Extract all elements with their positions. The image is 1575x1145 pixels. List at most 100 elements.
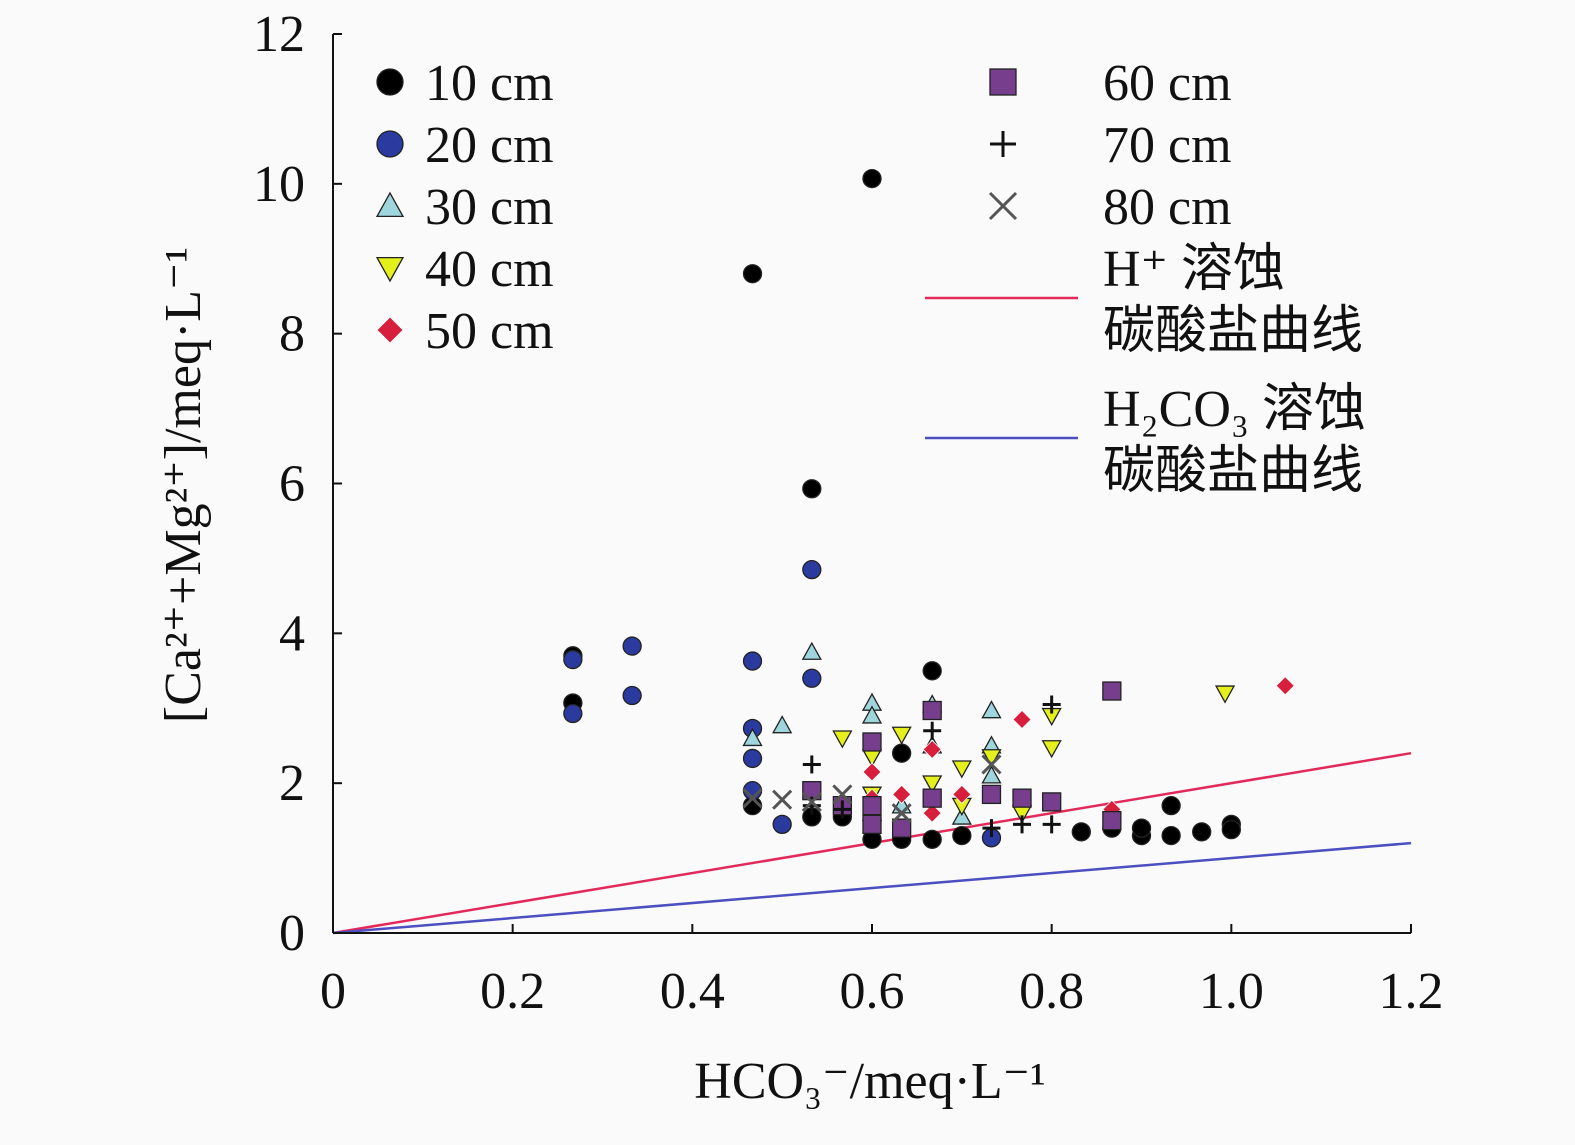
y-tick-label: 4 bbox=[279, 605, 305, 662]
point-10cm bbox=[1071, 822, 1091, 842]
legend-label: 10 cm bbox=[425, 55, 554, 112]
point-40cm bbox=[891, 726, 912, 745]
point-30cm bbox=[801, 641, 822, 660]
legend-marker-7 bbox=[988, 191, 1018, 221]
point-50cm bbox=[892, 784, 912, 804]
legend-marker-0 bbox=[376, 68, 404, 96]
point-60cm bbox=[922, 700, 942, 721]
ticks: 0 0.2 0.4 0.6 0.8 1.0 1.2 0 2 4 6 8 10 12 bbox=[253, 6, 1444, 1020]
point-80cm bbox=[742, 788, 763, 809]
legend-marker-1 bbox=[376, 130, 404, 158]
point-20cm bbox=[563, 703, 583, 724]
point-30cm bbox=[772, 715, 793, 734]
point-10cm bbox=[802, 479, 822, 499]
y-axis-label: [Ca²⁺+Mg²⁺]/meq·L⁻¹ bbox=[155, 247, 212, 723]
legend-marker-3 bbox=[375, 256, 405, 283]
x-tick-label: 0.8 bbox=[1019, 963, 1084, 1020]
point-20cm bbox=[802, 668, 822, 688]
y-tick-label: 0 bbox=[279, 905, 305, 962]
x-tick-label: 1.2 bbox=[1379, 963, 1444, 1020]
point-10cm bbox=[1161, 825, 1181, 846]
point-10cm bbox=[952, 825, 972, 846]
reference-line-1 bbox=[332, 841, 1412, 935]
point-50cm bbox=[1275, 676, 1295, 696]
y-tick-label: 8 bbox=[279, 306, 305, 363]
point-70cm bbox=[923, 721, 942, 740]
x-tick-label: 0.4 bbox=[660, 963, 725, 1020]
legend-label: 20 cm bbox=[425, 117, 554, 174]
point-70cm bbox=[982, 819, 1001, 838]
y-tick-label: 2 bbox=[279, 755, 305, 812]
data-points bbox=[563, 168, 1295, 850]
point-70cm bbox=[833, 800, 852, 819]
x-tick-label: 1.0 bbox=[1199, 963, 1264, 1020]
point-80cm bbox=[981, 754, 1002, 775]
point-50cm bbox=[1012, 709, 1032, 730]
point-80cm bbox=[801, 791, 822, 812]
point-10cm bbox=[742, 264, 763, 284]
point-40cm bbox=[1214, 685, 1236, 704]
legend-label: 50 cm bbox=[425, 303, 554, 360]
x-tick-label: 0.6 bbox=[840, 963, 905, 1020]
point-70cm bbox=[802, 755, 821, 774]
y-tick-label: 12 bbox=[253, 6, 305, 63]
point-10cm bbox=[1221, 819, 1241, 840]
point-60cm bbox=[862, 814, 882, 835]
point-70cm bbox=[1013, 815, 1032, 834]
legend-marker-6 bbox=[990, 131, 1016, 157]
point-50cm bbox=[862, 762, 882, 782]
point-50cm bbox=[922, 803, 942, 823]
legend-label: 80 cm bbox=[1103, 179, 1232, 236]
legend-marker-5 bbox=[989, 68, 1017, 96]
legend-label: 30 cm bbox=[425, 179, 554, 236]
legend-label: 70 cm bbox=[1103, 117, 1232, 174]
point-60cm bbox=[862, 732, 882, 752]
y-tick-label: 6 bbox=[279, 456, 305, 513]
point-60cm bbox=[1042, 792, 1062, 812]
point-20cm bbox=[742, 748, 763, 769]
x-tick-label: 0.2 bbox=[480, 963, 545, 1020]
point-70cm bbox=[1042, 695, 1061, 714]
point-70cm bbox=[1042, 815, 1061, 834]
point-40cm bbox=[832, 730, 853, 749]
point-10cm bbox=[922, 661, 942, 681]
x-axis-label: HCO₃⁻/meq·L⁻¹ bbox=[694, 1053, 1045, 1110]
legend-marker-2 bbox=[375, 191, 405, 218]
point-80cm bbox=[891, 803, 912, 824]
point-50cm bbox=[922, 739, 942, 760]
point-70cm bbox=[802, 796, 821, 815]
point-20cm bbox=[622, 685, 642, 706]
x-tick-label: 0 bbox=[320, 963, 346, 1020]
point-10cm bbox=[891, 743, 912, 763]
point-20cm bbox=[772, 814, 792, 835]
point-10cm bbox=[1192, 822, 1212, 842]
y-tick-label: 10 bbox=[253, 156, 305, 213]
point-30cm bbox=[981, 765, 1002, 784]
legend-line-label: 碳酸盐曲线 bbox=[1103, 443, 1363, 500]
point-60cm bbox=[922, 788, 942, 808]
point-30cm bbox=[742, 727, 763, 747]
point-60cm bbox=[891, 818, 912, 838]
point-10cm bbox=[862, 168, 882, 189]
point-40cm bbox=[922, 775, 943, 794]
point-40cm bbox=[1041, 740, 1062, 759]
point-60cm bbox=[1102, 681, 1122, 701]
point-60cm bbox=[981, 784, 1002, 805]
point-20cm bbox=[622, 636, 642, 656]
point-20cm bbox=[802, 560, 822, 580]
point-50cm bbox=[952, 784, 972, 804]
point-10cm bbox=[1161, 795, 1181, 816]
point-10cm bbox=[922, 829, 942, 850]
point-60cm bbox=[1012, 788, 1032, 808]
legend-label: 60 cm bbox=[1103, 55, 1232, 112]
legend-line-label: H⁺ 溶蚀 bbox=[1103, 241, 1285, 298]
point-60cm bbox=[862, 795, 882, 816]
legend-marker-4 bbox=[376, 316, 404, 344]
point-20cm bbox=[563, 649, 583, 670]
point-20cm bbox=[742, 651, 763, 671]
point-10cm bbox=[1131, 818, 1152, 838]
legend-line-label: H₂CO₃ 溶蚀 bbox=[1103, 381, 1366, 438]
point-60cm bbox=[1102, 810, 1122, 831]
point-80cm bbox=[772, 789, 793, 810]
